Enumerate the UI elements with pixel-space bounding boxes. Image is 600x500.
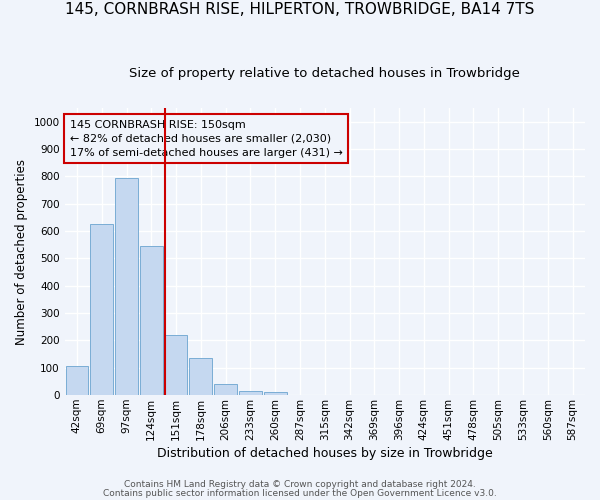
- Bar: [115, 178, 138, 395]
- Y-axis label: Number of detached properties: Number of detached properties: [15, 158, 28, 344]
- Bar: [140, 246, 163, 395]
- Text: Contains HM Land Registry data © Crown copyright and database right 2024.: Contains HM Land Registry data © Crown c…: [124, 480, 476, 489]
- Title: Size of property relative to detached houses in Trowbridge: Size of property relative to detached ho…: [130, 68, 520, 80]
- Text: 145 CORNBRASH RISE: 150sqm
← 82% of detached houses are smaller (2,030)
17% of s: 145 CORNBRASH RISE: 150sqm ← 82% of deta…: [70, 120, 343, 158]
- Bar: [214, 384, 237, 395]
- Text: Contains public sector information licensed under the Open Government Licence v3: Contains public sector information licen…: [103, 488, 497, 498]
- Text: 145, CORNBRASH RISE, HILPERTON, TROWBRIDGE, BA14 7TS: 145, CORNBRASH RISE, HILPERTON, TROWBRID…: [65, 2, 535, 18]
- X-axis label: Distribution of detached houses by size in Trowbridge: Distribution of detached houses by size …: [157, 447, 493, 460]
- Bar: [264, 392, 287, 395]
- Bar: [65, 366, 88, 395]
- Bar: [239, 391, 262, 395]
- Bar: [164, 335, 187, 395]
- Bar: [91, 224, 113, 395]
- Bar: [190, 358, 212, 395]
